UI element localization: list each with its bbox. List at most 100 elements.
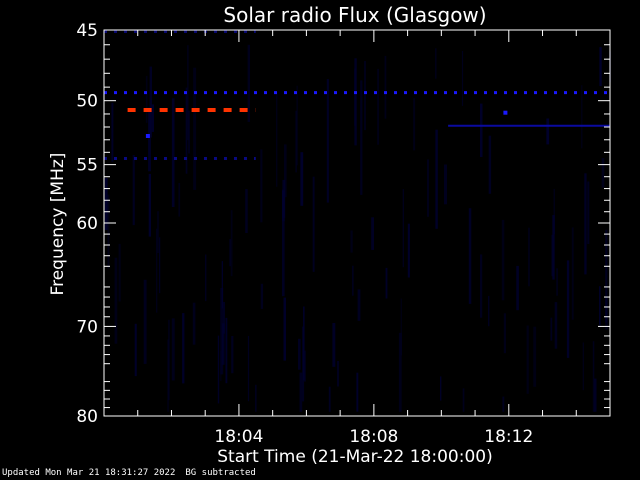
noise-streak	[488, 295, 490, 327]
noise-streak	[554, 302, 558, 349]
noise-streak	[357, 289, 361, 321]
noise-streak	[550, 317, 553, 341]
noise-streak	[584, 173, 587, 275]
bg-note: BG subtracted	[185, 468, 256, 478]
noise-streak	[148, 107, 151, 172]
noise-streak	[352, 265, 354, 296]
emission-spot	[503, 110, 508, 115]
noise-streak	[488, 135, 492, 194]
noise-streak	[276, 91, 278, 187]
noise-streak	[225, 317, 228, 384]
y-tick-label: 50	[76, 92, 98, 112]
noise-streak	[601, 158, 605, 188]
noise-streak	[556, 268, 558, 296]
noise-streak	[298, 338, 301, 370]
background-noise	[104, 44, 611, 412]
noise-streak	[516, 265, 519, 311]
noise-streak	[468, 208, 472, 304]
noise-streak	[546, 118, 550, 145]
noise-streak	[111, 102, 114, 162]
x-axis-ticks: 18:04 18:08 18:12	[137, 30, 577, 447]
noise-streak	[299, 372, 303, 412]
emission-features	[104, 30, 610, 160]
noise-streak	[605, 229, 608, 323]
noise-streak	[284, 144, 287, 198]
noise-streak	[461, 51, 464, 106]
noise-streak	[304, 350, 306, 382]
noise-streak	[501, 219, 505, 301]
noise-streak	[300, 152, 304, 206]
noise-streak	[605, 297, 608, 330]
noise-streak	[480, 103, 483, 157]
noise-streak	[599, 286, 601, 326]
y-tick-label: 45	[76, 21, 98, 41]
noise-streak	[149, 66, 152, 138]
x-axis-title: Start Time (21-Mar-22 18:00:00)	[217, 447, 492, 467]
noise-streak	[371, 217, 374, 250]
updated-timestamp: Updated Mon Mar 21 18:31:27 2022	[2, 468, 176, 478]
x-tick-label: 18:08	[349, 427, 398, 447]
noise-streak	[444, 164, 447, 205]
noise-streak	[312, 176, 315, 272]
noise-streak	[350, 230, 353, 253]
noise-streak	[326, 79, 329, 203]
noise-streak	[247, 335, 250, 402]
noise-streak	[255, 384, 257, 412]
noise-streak	[594, 378, 597, 412]
noise-streak	[587, 181, 590, 244]
noise-streak	[328, 386, 331, 412]
noise-streak	[599, 47, 602, 87]
noise-streak	[364, 61, 366, 131]
noise-streak	[462, 388, 465, 412]
noise-streak	[435, 129, 438, 229]
y-tick-label: 70	[76, 317, 98, 337]
y-tick-label: 60	[76, 214, 98, 234]
noise-streak	[384, 55, 387, 119]
noise-streak	[171, 98, 175, 207]
noise-streak	[107, 194, 110, 269]
noise-streak	[193, 67, 197, 190]
noise-streak	[528, 227, 530, 287]
noise-streak	[526, 325, 529, 394]
noise-streak	[157, 211, 159, 253]
noise-streak	[533, 326, 537, 387]
noise-streak	[435, 48, 437, 79]
noise-streak	[552, 215, 555, 280]
noise-streak	[283, 297, 286, 361]
noise-streak	[229, 239, 231, 267]
noise-streak	[402, 189, 404, 268]
noise-streak	[205, 254, 207, 302]
y-axis-title: Frequency [MHz]	[48, 153, 68, 296]
noise-streak	[356, 372, 359, 412]
noise-streak	[296, 85, 298, 166]
noise-streak	[295, 110, 297, 173]
noise-streak	[571, 227, 574, 320]
noise-streak	[168, 319, 170, 401]
noise-streak	[159, 237, 161, 294]
noise-streak	[553, 188, 555, 235]
noise-streak	[178, 183, 181, 217]
noise-streak	[427, 159, 429, 217]
noise-streak	[332, 323, 336, 367]
noise-streak	[185, 87, 188, 174]
chart-title: Solar radio Flux (Glasgow)	[223, 3, 486, 27]
noise-streak	[220, 287, 224, 375]
noise-streak	[221, 323, 225, 365]
noise-streak	[192, 302, 196, 345]
noise-streak	[360, 80, 363, 195]
noise-streak	[156, 228, 158, 313]
noise-streak	[480, 254, 483, 318]
noise-streak	[145, 75, 148, 123]
noise-streak	[221, 261, 223, 309]
noise-streak	[222, 302, 225, 334]
noise-streak	[151, 104, 154, 132]
noise-streak	[413, 98, 416, 151]
noise-streak	[400, 298, 402, 356]
noise-streak	[260, 283, 264, 309]
noise-streak	[230, 210, 233, 277]
noise-streak	[171, 318, 175, 381]
emission-spot	[145, 134, 150, 138]
noise-streak	[118, 243, 121, 302]
noise-streak	[245, 189, 248, 233]
